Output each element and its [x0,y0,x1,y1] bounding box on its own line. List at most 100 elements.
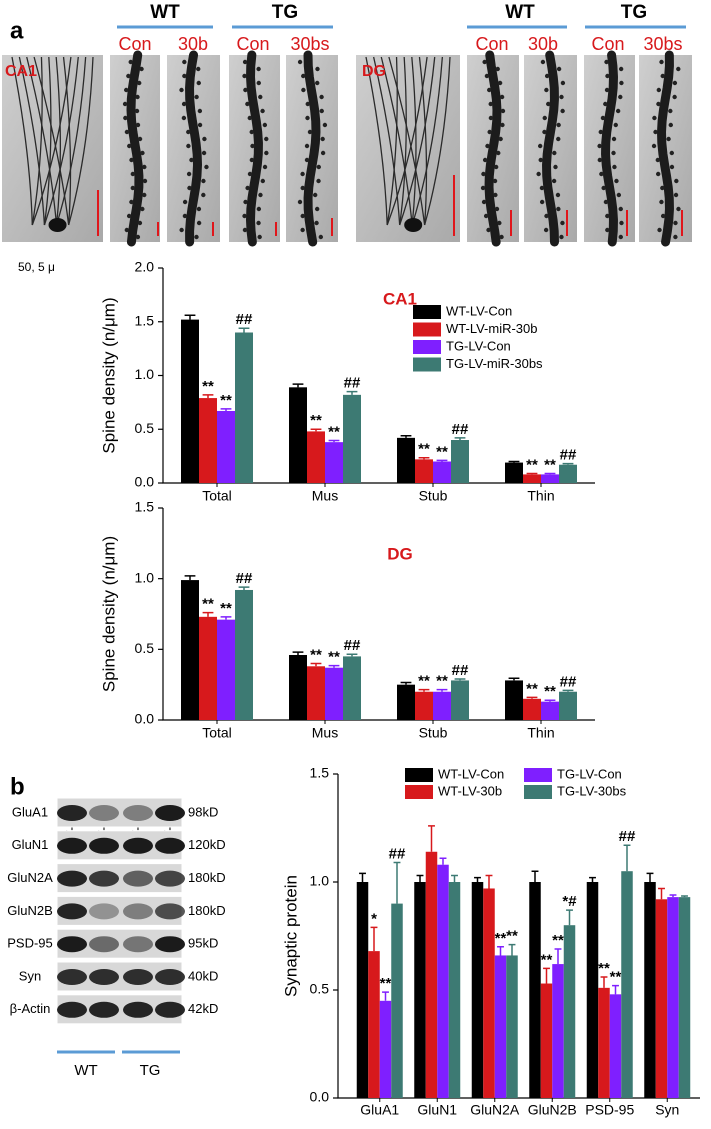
blot-band [123,837,153,854]
spine [124,129,130,135]
blot-band [89,837,119,854]
spine [304,157,310,163]
spine [487,87,492,93]
scale-note: 50, 5 μ [18,260,55,274]
error-bar [562,689,574,692]
spine [320,136,325,142]
spine [537,143,543,149]
spine [560,80,566,86]
spine [497,80,503,86]
legend-label: WT-LV-Con [438,766,504,781]
error-bar [566,909,573,926]
error-bar [508,943,516,956]
spine [619,220,624,226]
spine [186,171,192,177]
dendrite [657,50,674,247]
error-bar [474,876,481,882]
blot-band [123,969,153,985]
x-tick-label: Syn [655,1102,679,1118]
bar [483,888,495,1098]
spine [618,66,624,72]
spine [142,192,147,198]
spine [493,192,498,198]
legend-swatch [405,785,433,799]
bar [505,680,523,720]
legend-swatch [413,305,441,319]
error-bar [439,857,447,865]
spine [669,164,675,170]
bar [609,994,622,1098]
blot-band [123,1001,153,1018]
significance-label: ** [220,600,232,617]
bar [199,398,217,483]
size-label: 95kD [188,936,218,951]
y-tick-label: 1.5 [135,499,155,515]
protein-label: GluN1 [12,837,49,852]
error-bar [382,991,389,1001]
condition-label: 30bs [290,34,329,54]
spine [182,199,188,205]
error-bar [202,394,214,399]
spine [546,101,551,107]
spine [674,178,679,184]
group-label: WT [150,2,180,23]
spine [673,220,678,226]
spine [314,206,320,212]
blot-band [57,1001,87,1018]
y-axis-label: Synaptic protein [281,875,300,997]
bar [368,951,380,1098]
legend-label: TG-LV-miR-30bs [446,356,543,371]
x-tick-label: Total [202,488,232,504]
bar [289,654,307,720]
legend-swatch [524,785,552,799]
error-bar [658,887,665,900]
spine [655,171,661,177]
soma [404,218,423,232]
spine [187,185,192,191]
spine [140,206,145,212]
spine [136,80,142,86]
dendrite [303,50,321,247]
significance-label: ## [344,637,361,654]
error-bar [508,460,520,463]
error-bar [393,861,401,904]
error-bar [292,651,304,655]
spine [604,59,609,65]
spine [660,73,665,79]
significance-label: ** [418,441,430,458]
spine [614,178,619,184]
error-bar [454,437,466,440]
error-bar [400,434,412,438]
significance-label: ** [495,930,507,947]
bar [523,474,541,483]
bar [667,897,679,1098]
spine [242,213,247,219]
spine [493,164,499,170]
spine [182,73,187,79]
neurite [380,56,413,226]
blot-band [89,805,119,821]
blot-band [155,969,185,985]
bar [541,701,559,720]
x-tick-label: GluN2B [528,1102,577,1118]
spine [256,80,261,86]
spine [542,115,547,121]
bar [343,656,361,720]
spine [264,136,269,142]
spine [673,234,678,240]
spine [196,206,202,212]
error-bar [669,894,677,898]
neurite [424,56,451,226]
spine [487,129,492,135]
spine [657,227,662,233]
spine [495,66,500,72]
error-bar [526,472,538,475]
legend-swatch [524,768,552,782]
significance-label: ## [389,846,406,863]
bar [181,580,199,720]
dendrite [542,50,559,247]
bar [552,964,564,1098]
error-bar [328,664,340,668]
spine [659,199,664,205]
